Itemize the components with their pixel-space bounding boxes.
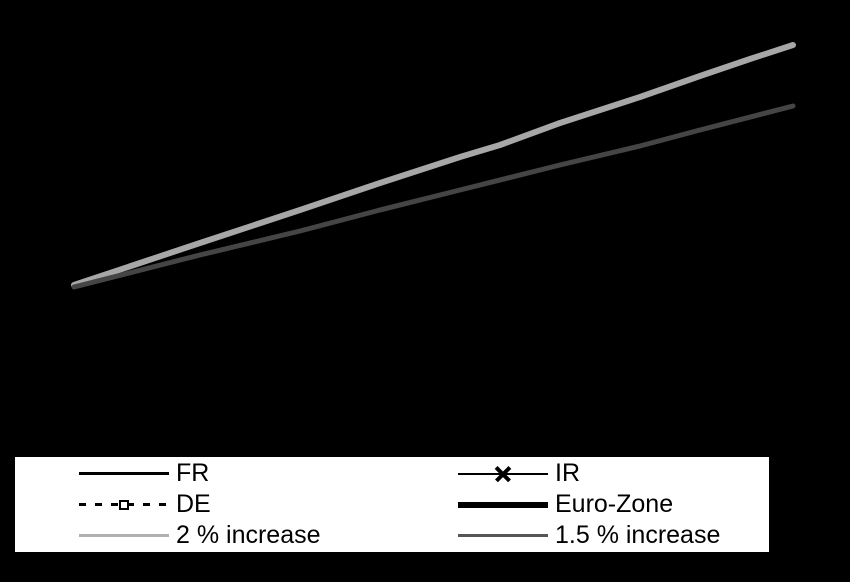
open-square-marker-icon bbox=[119, 499, 129, 510]
legend-item-fr: FR bbox=[79, 458, 458, 489]
x-marker-icon bbox=[494, 465, 512, 483]
1-5-pct-line-sample bbox=[458, 520, 548, 551]
series-line-1-5-increase bbox=[71, 103, 796, 290]
legend-label-de: DE bbox=[176, 490, 211, 518]
legend-item-1-5-pct-increase: 1.5 % increase bbox=[458, 520, 769, 551]
dark-gray-line-icon bbox=[458, 534, 548, 537]
de-line-sample bbox=[79, 489, 169, 520]
gray-line-icon bbox=[79, 534, 169, 537]
legend-item-euro-zone: Euro-Zone bbox=[458, 489, 769, 520]
legend-label-fr: FR bbox=[176, 459, 210, 487]
legend: FR IR DE Euro-Zone 2 % bbox=[12, 454, 772, 555]
thick-line-icon bbox=[458, 501, 548, 508]
euro-zone-line-sample bbox=[458, 489, 548, 520]
legend-label-euro-zone: Euro-Zone bbox=[555, 490, 674, 518]
legend-item-de: DE bbox=[79, 489, 458, 520]
legend-label-1-5-pct-increase: 1.5 % increase bbox=[555, 521, 721, 549]
legend-item-2-pct-increase: 2 % increase bbox=[79, 520, 458, 551]
solid-line-icon bbox=[79, 472, 169, 475]
ir-line-sample bbox=[458, 458, 548, 489]
legend-label-ir: IR bbox=[555, 459, 580, 487]
fr-line-sample bbox=[79, 458, 169, 489]
series-line-2-increase bbox=[71, 42, 796, 288]
legend-label-2-pct-increase: 2 % increase bbox=[176, 521, 321, 549]
legend-item-ir: IR bbox=[458, 458, 769, 489]
2-pct-line-sample bbox=[79, 520, 169, 551]
